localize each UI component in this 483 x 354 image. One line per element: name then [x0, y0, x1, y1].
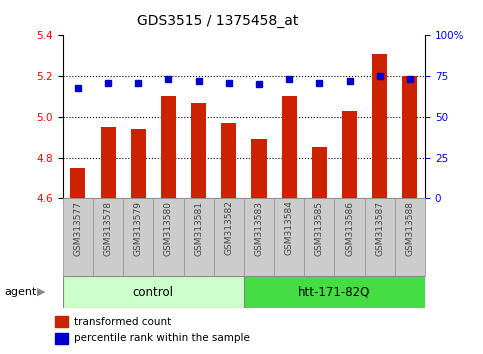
FancyBboxPatch shape: [93, 198, 123, 276]
Text: GSM313583: GSM313583: [255, 201, 264, 256]
Bar: [312, 147, 327, 198]
Text: ▶: ▶: [37, 287, 45, 297]
Text: GSM313577: GSM313577: [73, 201, 83, 256]
Text: GSM313579: GSM313579: [134, 201, 143, 256]
Text: GSM313586: GSM313586: [345, 201, 354, 256]
Text: percentile rank within the sample: percentile rank within the sample: [74, 333, 250, 343]
FancyBboxPatch shape: [63, 276, 244, 308]
Text: control: control: [133, 286, 174, 298]
Bar: [402, 76, 417, 198]
Bar: [221, 123, 236, 198]
Text: GSM313585: GSM313585: [315, 201, 324, 256]
FancyBboxPatch shape: [213, 198, 244, 276]
Text: GSM313587: GSM313587: [375, 201, 384, 256]
Text: GSM313588: GSM313588: [405, 201, 414, 256]
Bar: [282, 97, 297, 198]
Text: GSM313580: GSM313580: [164, 201, 173, 256]
FancyBboxPatch shape: [123, 198, 154, 276]
FancyBboxPatch shape: [154, 198, 184, 276]
FancyBboxPatch shape: [365, 198, 395, 276]
Bar: [252, 139, 267, 198]
FancyBboxPatch shape: [274, 198, 304, 276]
FancyBboxPatch shape: [395, 198, 425, 276]
Text: GSM313578: GSM313578: [103, 201, 113, 256]
FancyBboxPatch shape: [244, 276, 425, 308]
Bar: [55, 316, 69, 327]
Bar: [71, 168, 85, 198]
Text: agent: agent: [5, 287, 37, 297]
FancyBboxPatch shape: [63, 198, 93, 276]
Bar: [100, 127, 115, 198]
Bar: [55, 333, 69, 344]
Bar: [372, 54, 387, 198]
Text: htt-171-82Q: htt-171-82Q: [298, 286, 370, 298]
Text: GSM313584: GSM313584: [284, 201, 294, 256]
Bar: [342, 111, 357, 198]
Text: GSM313582: GSM313582: [224, 201, 233, 256]
Bar: [161, 97, 176, 198]
FancyBboxPatch shape: [244, 198, 274, 276]
FancyBboxPatch shape: [184, 198, 213, 276]
Text: GDS3515 / 1375458_at: GDS3515 / 1375458_at: [137, 14, 298, 28]
Text: GSM313581: GSM313581: [194, 201, 203, 256]
FancyBboxPatch shape: [304, 198, 334, 276]
Bar: [191, 103, 206, 198]
FancyBboxPatch shape: [334, 198, 365, 276]
Text: transformed count: transformed count: [74, 317, 171, 327]
Bar: [131, 129, 146, 198]
